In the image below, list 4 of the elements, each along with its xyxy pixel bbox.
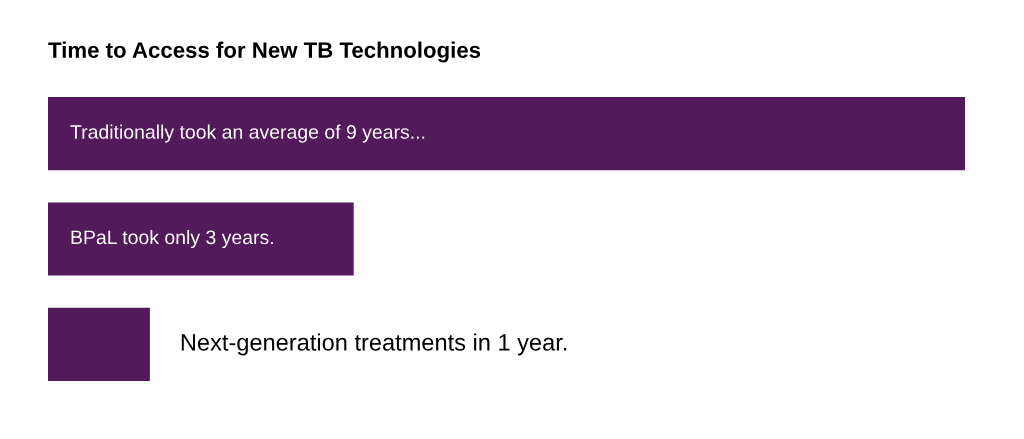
data-label: Next-generation treatments in 1 year. bbox=[181, 333, 567, 356]
data-label: Traditionally took an average of 9 years... bbox=[70, 124, 425, 143]
chart-title: Time to Access for New TB Technologies bbox=[48, 41, 481, 63]
data-label: BPaL took only 3 years. bbox=[71, 229, 273, 249]
